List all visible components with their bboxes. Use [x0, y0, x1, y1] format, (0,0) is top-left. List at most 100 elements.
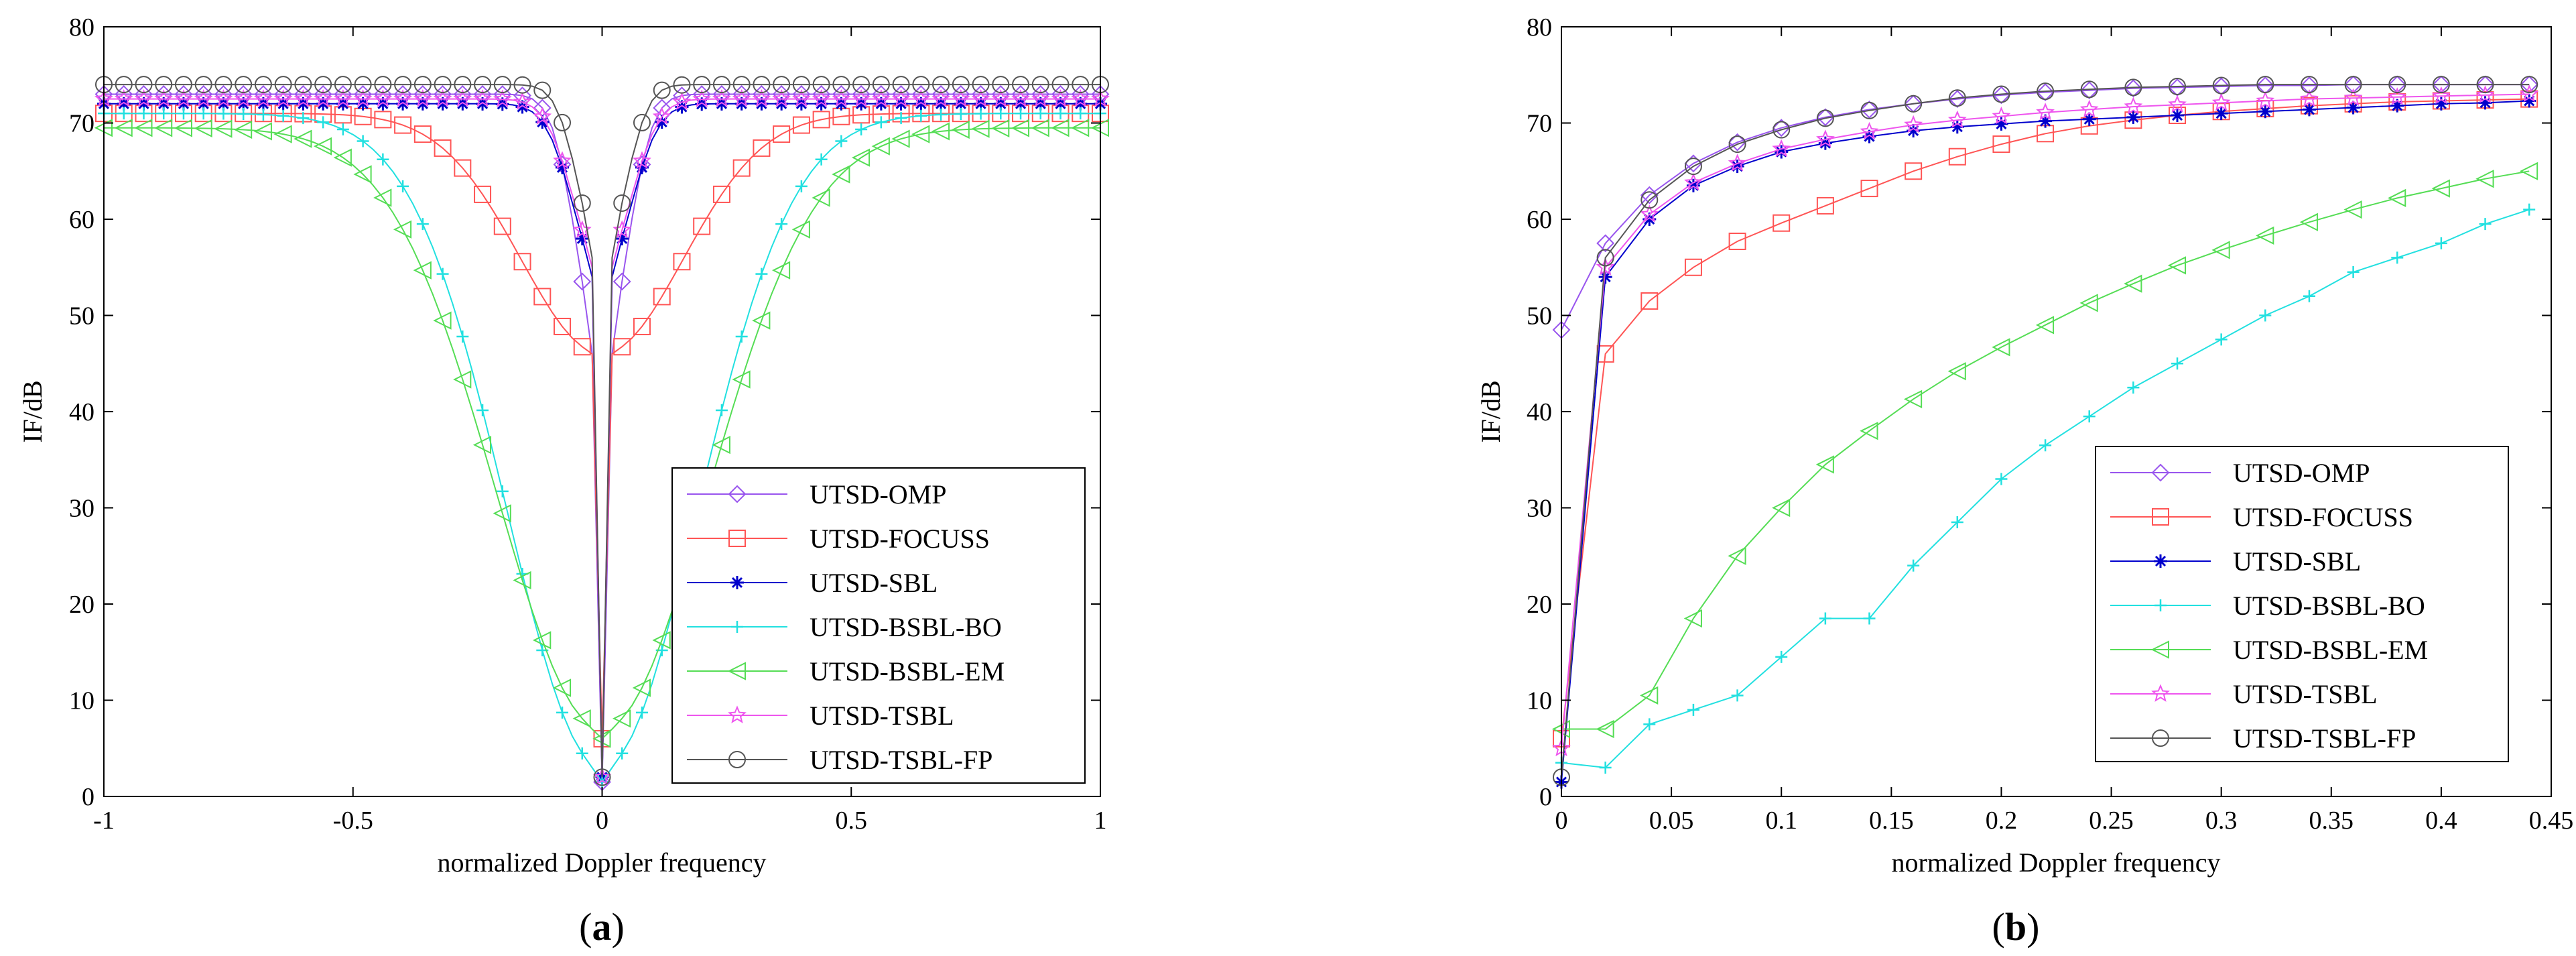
data-point-utsd-sbl [1907, 123, 1921, 137]
data-point-utsd-tsbl [1640, 204, 1659, 223]
data-point-utsd-bsbl-bo [117, 107, 130, 120]
data-point-utsd-bsbl-bo [815, 153, 828, 166]
data-point-utsd-tsbl [891, 88, 911, 107]
data-point-utsd-bsbl-em [1992, 338, 2010, 357]
data-point-utsd-bsbl-bo [2127, 381, 2140, 394]
legend-marker-circle [2152, 729, 2169, 747]
data-point-utsd-sbl [874, 97, 888, 111]
data-point-utsd-tsbl [1816, 129, 1835, 147]
data-point-utsd-sbl [396, 97, 410, 111]
x-tick-label: 0.1 [1765, 806, 1797, 835]
data-point-utsd-tsbl [553, 151, 572, 169]
data-point-utsd-tsbl [1596, 257, 1615, 276]
series-utsd-tsbl [94, 88, 1110, 786]
data-point-utsd-bsbl-bo [1599, 761, 1612, 774]
data-point-utsd-bsbl-em [1683, 609, 1702, 628]
data-point-utsd-bsbl-bo [994, 107, 1007, 120]
x-tick-label: 0.45 [2529, 806, 2574, 835]
data-point-utsd-sbl [535, 115, 550, 129]
data-point-utsd-tsbl [592, 767, 612, 786]
data-point-utsd-bsbl-bo [2259, 309, 2272, 322]
data-point-utsd-sbl [1950, 120, 1964, 134]
data-point-utsd-sbl [655, 115, 669, 129]
data-point-utsd-tsbl [1011, 88, 1030, 107]
legend-label: UTSD-SBL [810, 568, 938, 598]
data-point-utsd-bsbl-em [453, 370, 472, 389]
data-point-utsd-bsbl-em [752, 311, 771, 330]
data-point-utsd-sbl [814, 97, 828, 111]
data-point-utsd-sbl [176, 97, 190, 111]
data-point-utsd-bsbl-em [1051, 119, 1070, 137]
data-point-utsd-sbl [2171, 109, 2185, 123]
legend-marker-triangle-left [2150, 640, 2169, 659]
data-point-utsd-bsbl-bo [1034, 107, 1047, 120]
data-point-utsd-bsbl-em [2211, 241, 2230, 259]
data-point-utsd-tsbl [453, 88, 472, 107]
legend-entry-utsd-tsbl-fp: UTSD-TSBL-FP [2110, 723, 2416, 754]
legend-entry-utsd-tsbl: UTSD-TSBL [687, 701, 954, 731]
data-point-utsd-tsbl [752, 88, 771, 107]
data-point-utsd-tsbl-fp [493, 76, 511, 94]
data-point-utsd-bsbl-bo [217, 107, 230, 120]
data-point-utsd-focuss [1640, 292, 1659, 310]
data-point-utsd-tsbl-fp [2520, 76, 2538, 94]
data-point-utsd-omp [1992, 86, 2010, 105]
data-point-utsd-sbl [415, 97, 430, 111]
data-point-utsd-focuss [753, 139, 771, 157]
data-point-utsd-tsbl [2256, 91, 2275, 109]
data-point-utsd-tsbl-fp [2388, 76, 2406, 94]
data-point-utsd-tsbl [533, 107, 552, 125]
data-point-utsd-tsbl [413, 88, 432, 107]
data-point-utsd-bsbl-bo [1819, 612, 1831, 625]
data-point-utsd-sbl [2390, 99, 2404, 113]
data-point-utsd-sbl [316, 97, 330, 111]
caption-a: (a) [579, 905, 625, 949]
data-point-utsd-focuss [1816, 196, 1834, 215]
x-axis-label-b: normalized Doppler frequency [1892, 847, 2221, 878]
data-point-utsd-bsbl-bo [416, 218, 429, 231]
data-point-utsd-tsbl [613, 220, 632, 239]
data-point-utsd-bsbl-em [871, 137, 890, 156]
data-point-utsd-tsbl [672, 92, 692, 111]
data-point-utsd-tsbl-fp [573, 194, 591, 212]
data-point-utsd-tsbl-fp [613, 194, 631, 212]
data-point-utsd-tsbl-fp [812, 76, 830, 94]
data-point-utsd-bsbl-bo [2215, 333, 2228, 346]
data-point-utsd-bsbl-bo [2479, 218, 2492, 231]
series-line-utsd-tsbl-fp [104, 84, 1100, 778]
legend-label: UTSD-SBL [2233, 546, 2361, 577]
data-point-utsd-bsbl-em [194, 119, 212, 138]
legend-marker-triangle-left [727, 662, 746, 680]
data-point-utsd-tsbl [692, 89, 712, 107]
data-point-utsd-sbl [376, 97, 390, 111]
y-axis-label-b: IF/dB [1476, 380, 1506, 442]
data-point-utsd-sbl [974, 97, 988, 111]
data-point-utsd-bsbl-bo [556, 706, 569, 719]
data-point-utsd-tsbl-fp [992, 76, 1010, 94]
legend-label: UTSD-OMP [2233, 458, 2370, 488]
legend-entry-utsd-bsbl-em: UTSD-BSBL-EM [2110, 635, 2428, 665]
data-point-utsd-tsbl [951, 88, 970, 107]
legend-label: UTSD-BSBL-EM [2233, 635, 2428, 665]
data-point-utsd-tsbl-fp [2256, 76, 2274, 94]
data-point-utsd-sbl [356, 97, 370, 111]
data-point-utsd-focuss [573, 338, 591, 356]
data-point-utsd-sbl [296, 97, 310, 111]
data-point-utsd-tsbl [852, 88, 871, 107]
data-point-utsd-bsbl-bo [456, 331, 469, 343]
data-point-utsd-bsbl-em [174, 119, 192, 137]
data-point-utsd-focuss [732, 159, 751, 177]
data-point-utsd-tsbl [2300, 88, 2319, 107]
data-point-utsd-bsbl-em [1596, 719, 1614, 739]
data-point-utsd-bsbl-bo [755, 267, 768, 280]
legend-label: UTSD-TSBL-FP [2233, 723, 2416, 754]
data-point-utsd-focuss [513, 253, 531, 271]
data-point-utsd-bsbl-bo [1907, 559, 1920, 572]
data-point-utsd-bsbl-bo [2435, 237, 2447, 249]
data-point-utsd-bsbl-bo [1643, 718, 1656, 731]
data-point-utsd-bsbl-bo [436, 267, 449, 280]
data-point-utsd-sbl [695, 97, 709, 111]
data-point-utsd-tsbl-fp [394, 76, 412, 94]
data-point-utsd-omp [1816, 108, 1835, 127]
